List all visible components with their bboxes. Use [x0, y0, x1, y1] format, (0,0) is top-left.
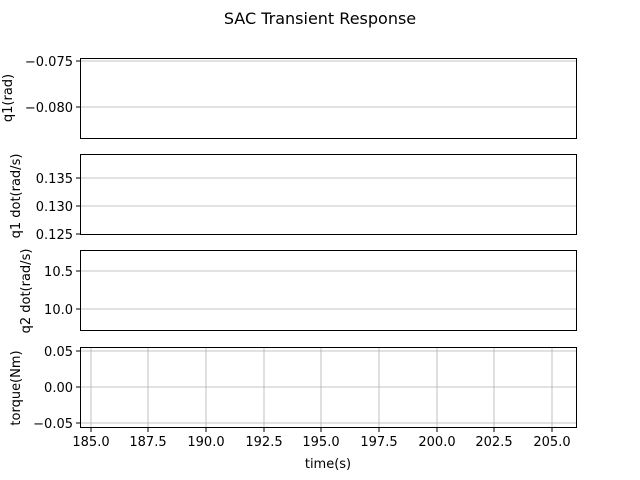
- panel-1-ytick-label: −0.080: [25, 101, 73, 116]
- panel-4: 0.05 0.00 −0.05 torque(Nm) 185.0 187.5 1…: [9, 345, 577, 472]
- xtick-label: 190.0: [187, 435, 224, 450]
- xtick-label: 187.5: [129, 435, 166, 450]
- panel-4-ylabel: torque(Nm): [9, 350, 24, 425]
- panel-1: −0.075 −0.080 q1(rad): [1, 55, 577, 139]
- xtick-label: 185.0: [72, 435, 109, 450]
- panel-2: 0.135 0.130 0.125 q1 dot(rad/s): [9, 154, 577, 243]
- panel-4-ytick-label: −0.05: [33, 417, 73, 432]
- panel-1-ylabel: q1(rad): [1, 74, 16, 122]
- panel-2-ytick-label: 0.135: [36, 172, 73, 187]
- panel-2-ytick-label: 0.130: [36, 200, 73, 215]
- xtick-label: 192.5: [245, 435, 282, 450]
- panel-4-ytick-label: 0.05: [44, 345, 73, 360]
- chart-title: SAC Transient Response: [224, 9, 416, 28]
- xtick-label: 202.5: [475, 435, 512, 450]
- panel-2-ytick-label: 0.125: [36, 228, 73, 243]
- panel-4-ytick-label: 0.00: [44, 381, 73, 396]
- panel-3-ytick-label: 10.0: [44, 303, 73, 318]
- panel-1-frame: [80, 58, 577, 139]
- xtick-label: 195.0: [302, 435, 339, 450]
- xtick-label: 200.0: [418, 435, 455, 450]
- panel-4-frame: [80, 347, 577, 428]
- panel-3: 10.5 10.0 q2 dot(rad/s): [19, 249, 577, 334]
- panel-3-frame: [80, 250, 577, 331]
- panel-2-frame: [80, 154, 577, 235]
- x-axis-label: time(s): [305, 457, 351, 472]
- panel-3-ylabel: q2 dot(rad/s): [19, 249, 34, 334]
- panel-3-ytick-label: 10.5: [44, 265, 73, 280]
- panel-2-ylabel: q1 dot(rad/s): [9, 154, 24, 239]
- panel-1-ytick-label: −0.075: [25, 55, 73, 70]
- xtick-label: 205.0: [533, 435, 570, 450]
- xtick-label: 197.5: [360, 435, 397, 450]
